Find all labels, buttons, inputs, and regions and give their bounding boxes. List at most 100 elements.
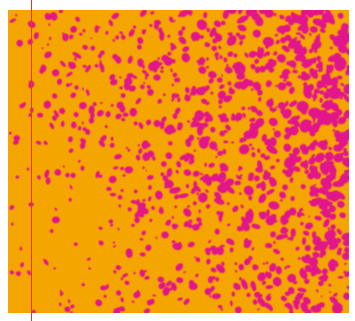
magenta-speckle bbox=[217, 171, 227, 184]
magenta-speckle bbox=[258, 10, 266, 15]
magenta-speckle bbox=[206, 101, 210, 106]
magenta-speckle bbox=[238, 263, 245, 271]
magenta-speckle bbox=[337, 275, 344, 279]
magenta-speckle bbox=[314, 237, 319, 241]
magenta-speckle bbox=[88, 267, 91, 270]
magenta-speckle bbox=[204, 162, 208, 167]
magenta-speckle bbox=[300, 23, 309, 34]
magenta-speckle bbox=[208, 162, 215, 168]
magenta-speckle bbox=[240, 279, 248, 290]
magenta-speckle bbox=[295, 57, 300, 62]
magenta-speckle bbox=[259, 65, 266, 73]
magenta-speckle bbox=[204, 247, 211, 256]
magenta-speckle bbox=[112, 38, 115, 42]
magenta-speckle bbox=[313, 184, 317, 186]
magenta-speckle bbox=[297, 257, 301, 260]
magenta-speckle bbox=[170, 42, 177, 50]
magenta-speckle bbox=[317, 117, 326, 126]
magenta-speckle bbox=[27, 270, 32, 276]
magenta-speckle bbox=[264, 10, 274, 18]
magenta-speckle bbox=[244, 258, 251, 266]
magenta-speckle bbox=[59, 107, 66, 115]
magenta-speckle bbox=[144, 276, 150, 280]
magenta-speckle bbox=[113, 166, 119, 170]
magenta-speckle bbox=[236, 84, 242, 90]
magenta-speckle bbox=[320, 274, 329, 282]
magenta-speckle bbox=[308, 157, 316, 165]
magenta-speckle bbox=[67, 299, 71, 304]
magenta-speckle bbox=[301, 256, 311, 264]
magenta-speckle bbox=[157, 276, 165, 283]
magenta-speckle bbox=[105, 111, 111, 118]
magenta-speckle bbox=[46, 12, 49, 16]
magenta-speckle bbox=[133, 189, 138, 194]
magenta-speckle bbox=[120, 166, 125, 171]
magenta-speckle bbox=[328, 205, 336, 213]
magenta-speckle bbox=[292, 147, 300, 156]
magenta-speckle bbox=[44, 13, 52, 21]
magenta-speckle bbox=[289, 308, 294, 313]
magenta-speckle bbox=[187, 241, 195, 248]
magenta-speckle bbox=[250, 63, 256, 70]
magenta-speckle bbox=[68, 148, 74, 153]
magenta-speckle bbox=[316, 174, 321, 179]
magenta-speckle bbox=[210, 267, 217, 273]
magenta-speckle bbox=[227, 10, 237, 15]
magenta-speckle bbox=[198, 192, 208, 203]
magenta-speckle bbox=[135, 154, 141, 161]
magenta-speckle bbox=[229, 247, 234, 253]
magenta-speckle bbox=[157, 57, 160, 60]
magenta-speckle bbox=[337, 44, 348, 54]
magenta-speckle bbox=[245, 10, 257, 17]
magenta-speckle bbox=[263, 155, 271, 161]
magenta-speckle bbox=[315, 289, 319, 293]
magenta-speckle bbox=[84, 129, 91, 135]
magenta-speckle bbox=[128, 85, 136, 92]
magenta-speckle bbox=[43, 140, 48, 145]
magenta-speckle bbox=[155, 236, 158, 239]
magenta-speckle bbox=[258, 211, 262, 216]
magenta-speckle bbox=[235, 112, 243, 121]
magenta-speckle bbox=[66, 83, 70, 87]
magenta-speckle bbox=[176, 277, 184, 284]
magenta-speckle bbox=[241, 221, 250, 232]
magenta-speckle bbox=[188, 282, 198, 291]
magenta-speckle bbox=[167, 34, 171, 38]
magenta-speckle bbox=[135, 97, 142, 105]
magenta-speckle bbox=[304, 90, 309, 97]
magenta-speckle bbox=[9, 205, 15, 210]
magenta-speckle bbox=[300, 161, 308, 168]
magenta-speckle bbox=[247, 175, 254, 182]
magenta-speckle bbox=[119, 76, 122, 79]
magenta-speckle bbox=[273, 51, 278, 56]
magenta-speckle bbox=[221, 261, 225, 266]
magenta-speckle bbox=[69, 185, 73, 190]
magenta-speckle bbox=[268, 293, 271, 296]
magenta-speckle bbox=[335, 144, 344, 152]
magenta-speckle bbox=[279, 14, 285, 20]
magenta-speckle bbox=[292, 41, 303, 51]
magenta-speckle bbox=[220, 20, 226, 26]
magenta-speckle bbox=[342, 239, 349, 247]
magenta-speckle bbox=[324, 85, 328, 89]
magenta-speckle bbox=[223, 140, 229, 144]
magenta-speckle bbox=[214, 228, 220, 235]
magenta-speckle bbox=[233, 282, 241, 291]
magenta-speckle bbox=[326, 88, 331, 93]
magenta-speckle bbox=[237, 24, 247, 32]
magenta-speckle bbox=[206, 57, 209, 61]
magenta-speckle bbox=[287, 119, 299, 125]
magenta-speckle bbox=[283, 133, 291, 140]
magenta-speckle bbox=[308, 215, 311, 218]
magenta-speckle bbox=[142, 208, 149, 215]
magenta-speckle bbox=[220, 182, 229, 192]
magenta-speckle bbox=[131, 300, 135, 303]
magenta-speckle bbox=[82, 44, 89, 50]
magenta-speckle bbox=[63, 34, 70, 38]
magenta-speckle bbox=[323, 218, 330, 228]
magenta-speckle bbox=[139, 252, 144, 257]
magenta-speckle bbox=[128, 29, 135, 37]
magenta-speckle bbox=[308, 47, 314, 54]
magenta-speckle bbox=[272, 128, 275, 131]
magenta-speckle bbox=[345, 69, 349, 76]
